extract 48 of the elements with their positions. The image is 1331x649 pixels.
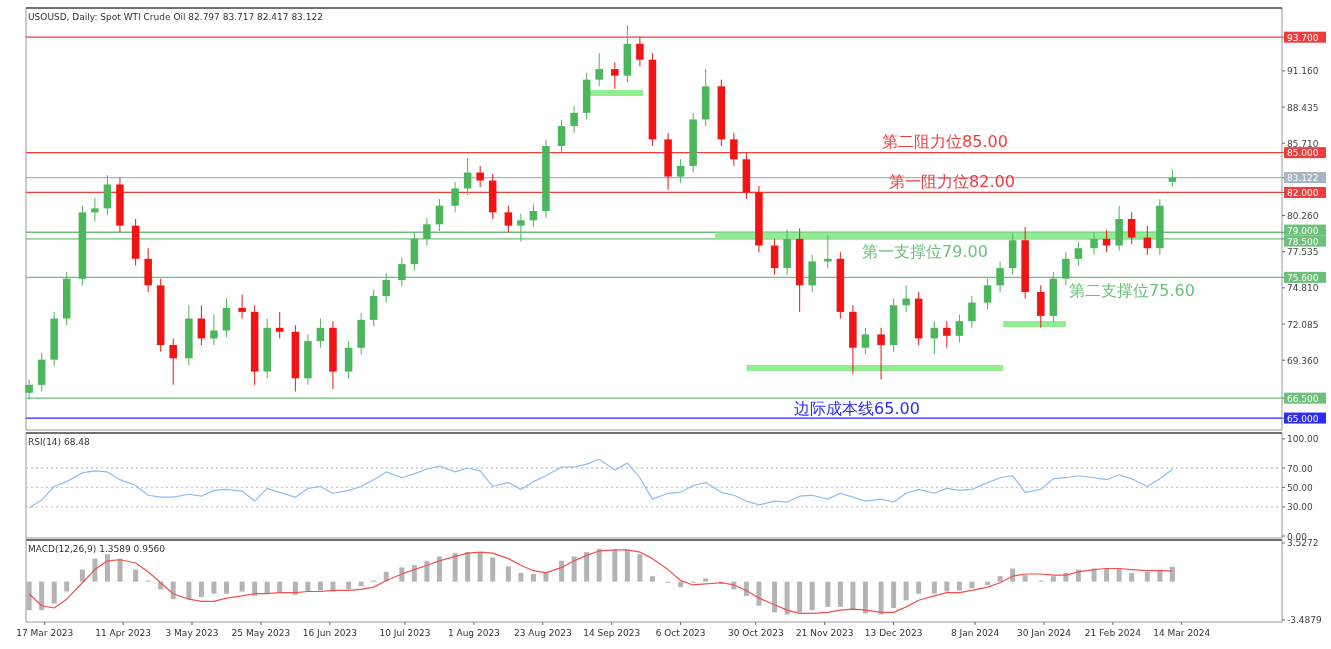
y-tick-label: 82.000 <box>1287 187 1319 198</box>
x-tick-label: 10 Jul 2023 <box>379 628 431 638</box>
y-tick-label: 69.360 <box>1287 355 1319 366</box>
y-tick-label: 77.535 <box>1287 247 1319 258</box>
y-tick-label: 85.000 <box>1287 148 1319 159</box>
x-tick-label: 1 Aug 2023 <box>447 628 500 638</box>
y-tick-label: 91.160 <box>1287 66 1319 77</box>
y-tick-label: 85.710 <box>1287 138 1319 149</box>
x-tick-label: 16 Jun 2023 <box>302 628 357 638</box>
y-tick-label: 79.000 <box>1287 225 1319 236</box>
text: RSI(14) 68.48 <box>28 437 90 447</box>
x-tick-label: 25 May 2023 <box>231 628 291 638</box>
y-tick-label: 78.500 <box>1287 236 1319 247</box>
y-tick-label: 50.00 <box>1287 482 1314 493</box>
x-tick-label: 11 Apr 2023 <box>95 628 151 638</box>
x-tick-label: 21 Nov 2023 <box>795 628 854 638</box>
y-tick-label: 30.00 <box>1287 502 1314 513</box>
x-tick-label: 14 Sep 2023 <box>583 628 641 638</box>
text: USOUSD, Daily: Spot WTI Crude Oil 82.797 83.717 82.417 83.122 <box>28 12 323 22</box>
y-tick-label: 74.810 <box>1287 283 1319 294</box>
x-tick-label: 23 Aug 2023 <box>513 628 572 638</box>
ref-line-label: 第二阻力位85.00 <box>882 132 1008 152</box>
x-tick-label: 14 Mar 2024 <box>1153 628 1211 638</box>
y-tick-label: 88.435 <box>1287 102 1319 113</box>
y-tick-label: 66.500 <box>1287 393 1319 404</box>
y-tick-label: -3.4879 <box>1287 615 1323 626</box>
y-tick-label: 65.000 <box>1287 413 1319 424</box>
ref-line-label: 第一阻力位82.00 <box>889 171 1015 191</box>
x-tick-label: 21 Feb 2024 <box>1084 628 1142 638</box>
y-tick-label: 70.00 <box>1287 463 1314 474</box>
x-tick-label: 13 Dec 2023 <box>864 628 923 638</box>
y-tick-label: 75.600 <box>1287 272 1319 283</box>
y-tick-label: 3.5272 <box>1287 538 1319 549</box>
y-tick-label: 80.260 <box>1287 211 1319 222</box>
y-tick-label: 100.00 <box>1287 434 1319 445</box>
x-tick-label: 8 Jan 2024 <box>950 628 1000 638</box>
ref-line-label: 第一支撑位79.00 <box>862 241 988 261</box>
x-tick-label: 30 Jan 2024 <box>1016 628 1072 638</box>
ref-line-label: 边际成本线65.00 <box>794 398 920 418</box>
x-tick-label: 3 May 2023 <box>165 628 219 638</box>
y-tick-label: 83.122 <box>1287 173 1319 184</box>
y-tick-label: 72.085 <box>1287 319 1319 330</box>
x-tick-label: 30 Oct 2023 <box>727 628 784 638</box>
x-tick-label: 6 Oct 2023 <box>655 628 706 638</box>
x-tick-label: 17 Mar 2023 <box>16 628 74 638</box>
y-tick-label: 93.700 <box>1287 32 1319 43</box>
text: MACD(12,26,9) 1.3589 0.9560 <box>28 544 166 554</box>
ref-line-label: 第二支撑位75.60 <box>1069 280 1195 300</box>
